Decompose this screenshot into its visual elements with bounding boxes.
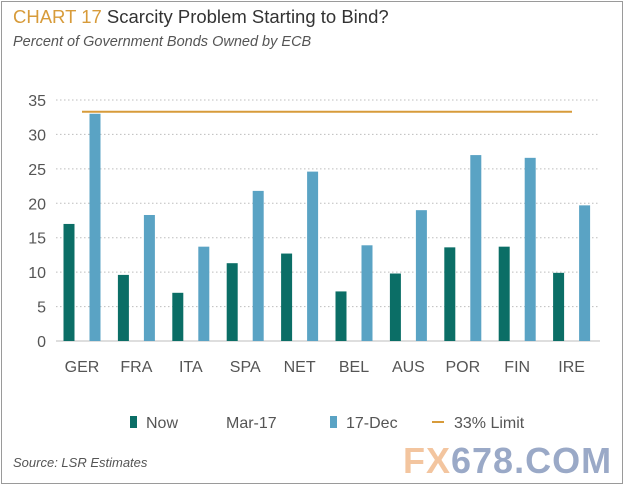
legend-label: 33% Limit (454, 415, 525, 432)
bar-dec-net (307, 171, 319, 341)
bars (63, 113, 591, 342)
bar-now-net (281, 253, 293, 341)
bar-dec-aus (415, 210, 427, 341)
y-tick-label: 20 (28, 196, 46, 213)
y-tick-label: 30 (28, 127, 46, 144)
gridlines (56, 99, 600, 342)
x-tick-label: FIN (504, 359, 530, 376)
chart-subtitle: Percent of Government Bonds Owned by ECB (13, 34, 312, 50)
bar-dec-ita (198, 246, 210, 341)
chart-number: CHART 17 (13, 6, 102, 27)
bar-now-por (444, 247, 456, 341)
chart-title: CHART 17 Scarcity Problem Starting to Bi… (13, 6, 389, 28)
bar-now-ita (172, 292, 184, 341)
x-tick-label: POR (445, 359, 480, 376)
x-tick-label: SPA (230, 359, 261, 376)
legend-label: 17-Dec (346, 415, 398, 432)
y-tick-label: 5 (37, 300, 46, 317)
chart-title-text: Scarcity Problem Starting to Bind? (106, 6, 389, 27)
y-axis-ticks: 0 5 10 15 20 25 30 35 (28, 93, 46, 351)
bar-dec-bel (361, 245, 373, 341)
y-tick-label: 25 (28, 162, 46, 179)
bar-dec-fra (143, 214, 155, 341)
bar-dec-spa (252, 190, 264, 341)
x-tick-label: NET (284, 359, 316, 376)
bar-dec-fin (524, 157, 536, 341)
x-axis-ticks: GER FRA ITA SPA NET BEL AUS POR FIN IRE (65, 359, 585, 376)
bar-dec-ger (89, 113, 101, 342)
watermark-domain: 678.COM (451, 440, 613, 481)
legend: Now Mar-17 17-Dec 33% Limit (130, 415, 525, 432)
bar-dec-ire (579, 205, 591, 341)
bar-now-aus (389, 273, 401, 341)
watermark: FX678.COM (403, 440, 612, 482)
legend-swatch (130, 416, 137, 428)
y-tick-label: 15 (28, 231, 46, 248)
x-tick-label: ITA (179, 359, 203, 376)
bar-now-fra (117, 274, 129, 341)
x-tick-label: BEL (339, 359, 369, 376)
legend-label: Now (146, 415, 178, 432)
bar-dec-por (470, 155, 482, 341)
x-tick-label: FRA (120, 359, 152, 376)
bar-now-spa (226, 263, 238, 341)
x-tick-label: GER (65, 359, 100, 376)
legend-label: Mar-17 (226, 415, 277, 432)
bar-now-fin (498, 246, 510, 341)
bar-now-ger (63, 223, 75, 341)
y-tick-label: 10 (28, 265, 46, 282)
x-tick-label: AUS (392, 359, 425, 376)
source-note: Source: LSR Estimates (13, 455, 148, 470)
watermark-fx: FX (403, 440, 452, 481)
y-tick-label: 35 (28, 93, 46, 110)
x-tick-label: IRE (558, 359, 585, 376)
bar-now-ire (553, 272, 565, 341)
legend-swatch (330, 416, 337, 428)
bar-now-bel (335, 291, 347, 341)
y-tick-label: 0 (37, 334, 46, 351)
